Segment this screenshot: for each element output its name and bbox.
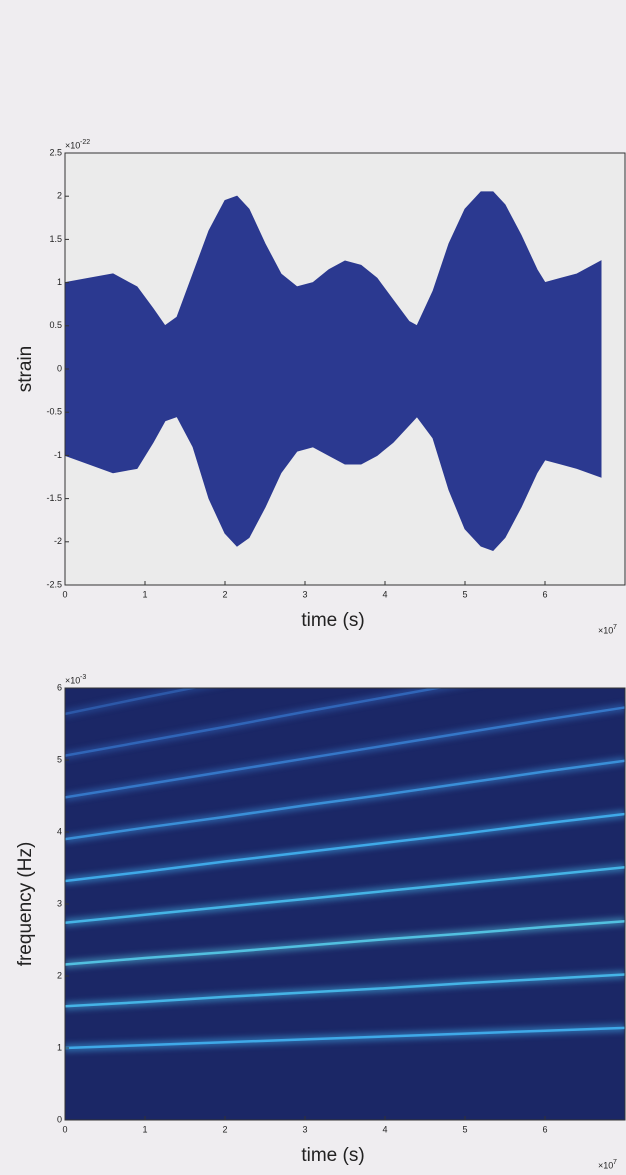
y-tick-label: -2.5	[46, 579, 62, 589]
x-tick-label: 0	[62, 589, 67, 599]
y-tick-label: 2	[57, 191, 62, 201]
y-tick-label: -0.5	[46, 407, 62, 417]
y-offset-power: -3	[80, 674, 86, 681]
x-axis-label: time (s)	[301, 1145, 364, 1166]
x-offset-power: 7	[613, 624, 617, 631]
harmonic-track	[65, 812, 626, 883]
x-tick-label: 1	[142, 1124, 147, 1134]
x-tick-label: 3	[302, 1124, 307, 1134]
y-tick-label: 2.5	[49, 147, 62, 157]
y-tick-label: -2	[54, 536, 62, 546]
x-tick-label: 0	[62, 1124, 67, 1134]
harmonic-track	[65, 688, 445, 757]
signal-envelope	[65, 191, 602, 370]
x-tick-label: 2	[222, 589, 227, 599]
harmonic-track	[65, 973, 626, 1008]
chart: -2.5 -2 -1.5 -1 -0.5 0 0.5 1 1.5 2 2.5 0 1 2 3 4 5 6 time …	[15, 139, 626, 635]
harmonic-track	[65, 706, 626, 799]
y-axis-label: frequency (Hz)	[15, 842, 36, 967]
y-tick-label: 3	[57, 898, 62, 908]
x-axis-label: time (s)	[301, 610, 364, 631]
y-tick-label: -1.5	[46, 493, 62, 503]
y-tick-label: 4	[57, 826, 62, 836]
x-offset-text: ×10	[598, 1160, 613, 1170]
y-tick-label: 1	[57, 1042, 62, 1052]
y-tick-label: -1	[54, 450, 62, 460]
x-tick-label: 3	[302, 589, 307, 599]
harmonic-track	[65, 759, 626, 841]
y-offset-text: ×10	[65, 675, 80, 685]
x-tick-label: 6	[542, 589, 547, 599]
y-tick-label: 5	[57, 754, 62, 764]
signal-envelope	[65, 368, 602, 552]
harmonic-track	[65, 1026, 626, 1050]
x-tick-label: 5	[462, 589, 467, 599]
y-tick-label: 0	[57, 1114, 62, 1124]
harmonic-track	[65, 866, 626, 924]
y-offset-power: -22	[80, 139, 90, 146]
plot-area	[65, 191, 602, 552]
x-offset-text: ×10	[598, 625, 613, 635]
harmonic-track	[65, 688, 199, 716]
y-tick-label: 1	[57, 277, 62, 287]
y-tick-label: 0	[57, 363, 62, 373]
harmonic-track	[65, 920, 626, 966]
y-tick-label: 0.5	[49, 320, 62, 330]
x-tick-label: 4	[382, 1124, 387, 1134]
y-offset-text: ×10	[65, 140, 80, 150]
x-tick-label: 5	[462, 1124, 467, 1134]
x-offset-power: 7	[613, 1159, 617, 1166]
y-tick-label: 1.5	[49, 234, 62, 244]
x-tick-label: 6	[542, 1124, 547, 1134]
plot-area	[65, 688, 626, 1052]
x-tick-label: 4	[382, 589, 387, 599]
x-tick-label: 2	[222, 1124, 227, 1134]
y-tick-label: 6	[57, 682, 62, 692]
y-axis-label: strain	[15, 346, 36, 392]
x-tick-label: 1	[142, 589, 147, 599]
y-tick-label: 2	[57, 970, 62, 980]
